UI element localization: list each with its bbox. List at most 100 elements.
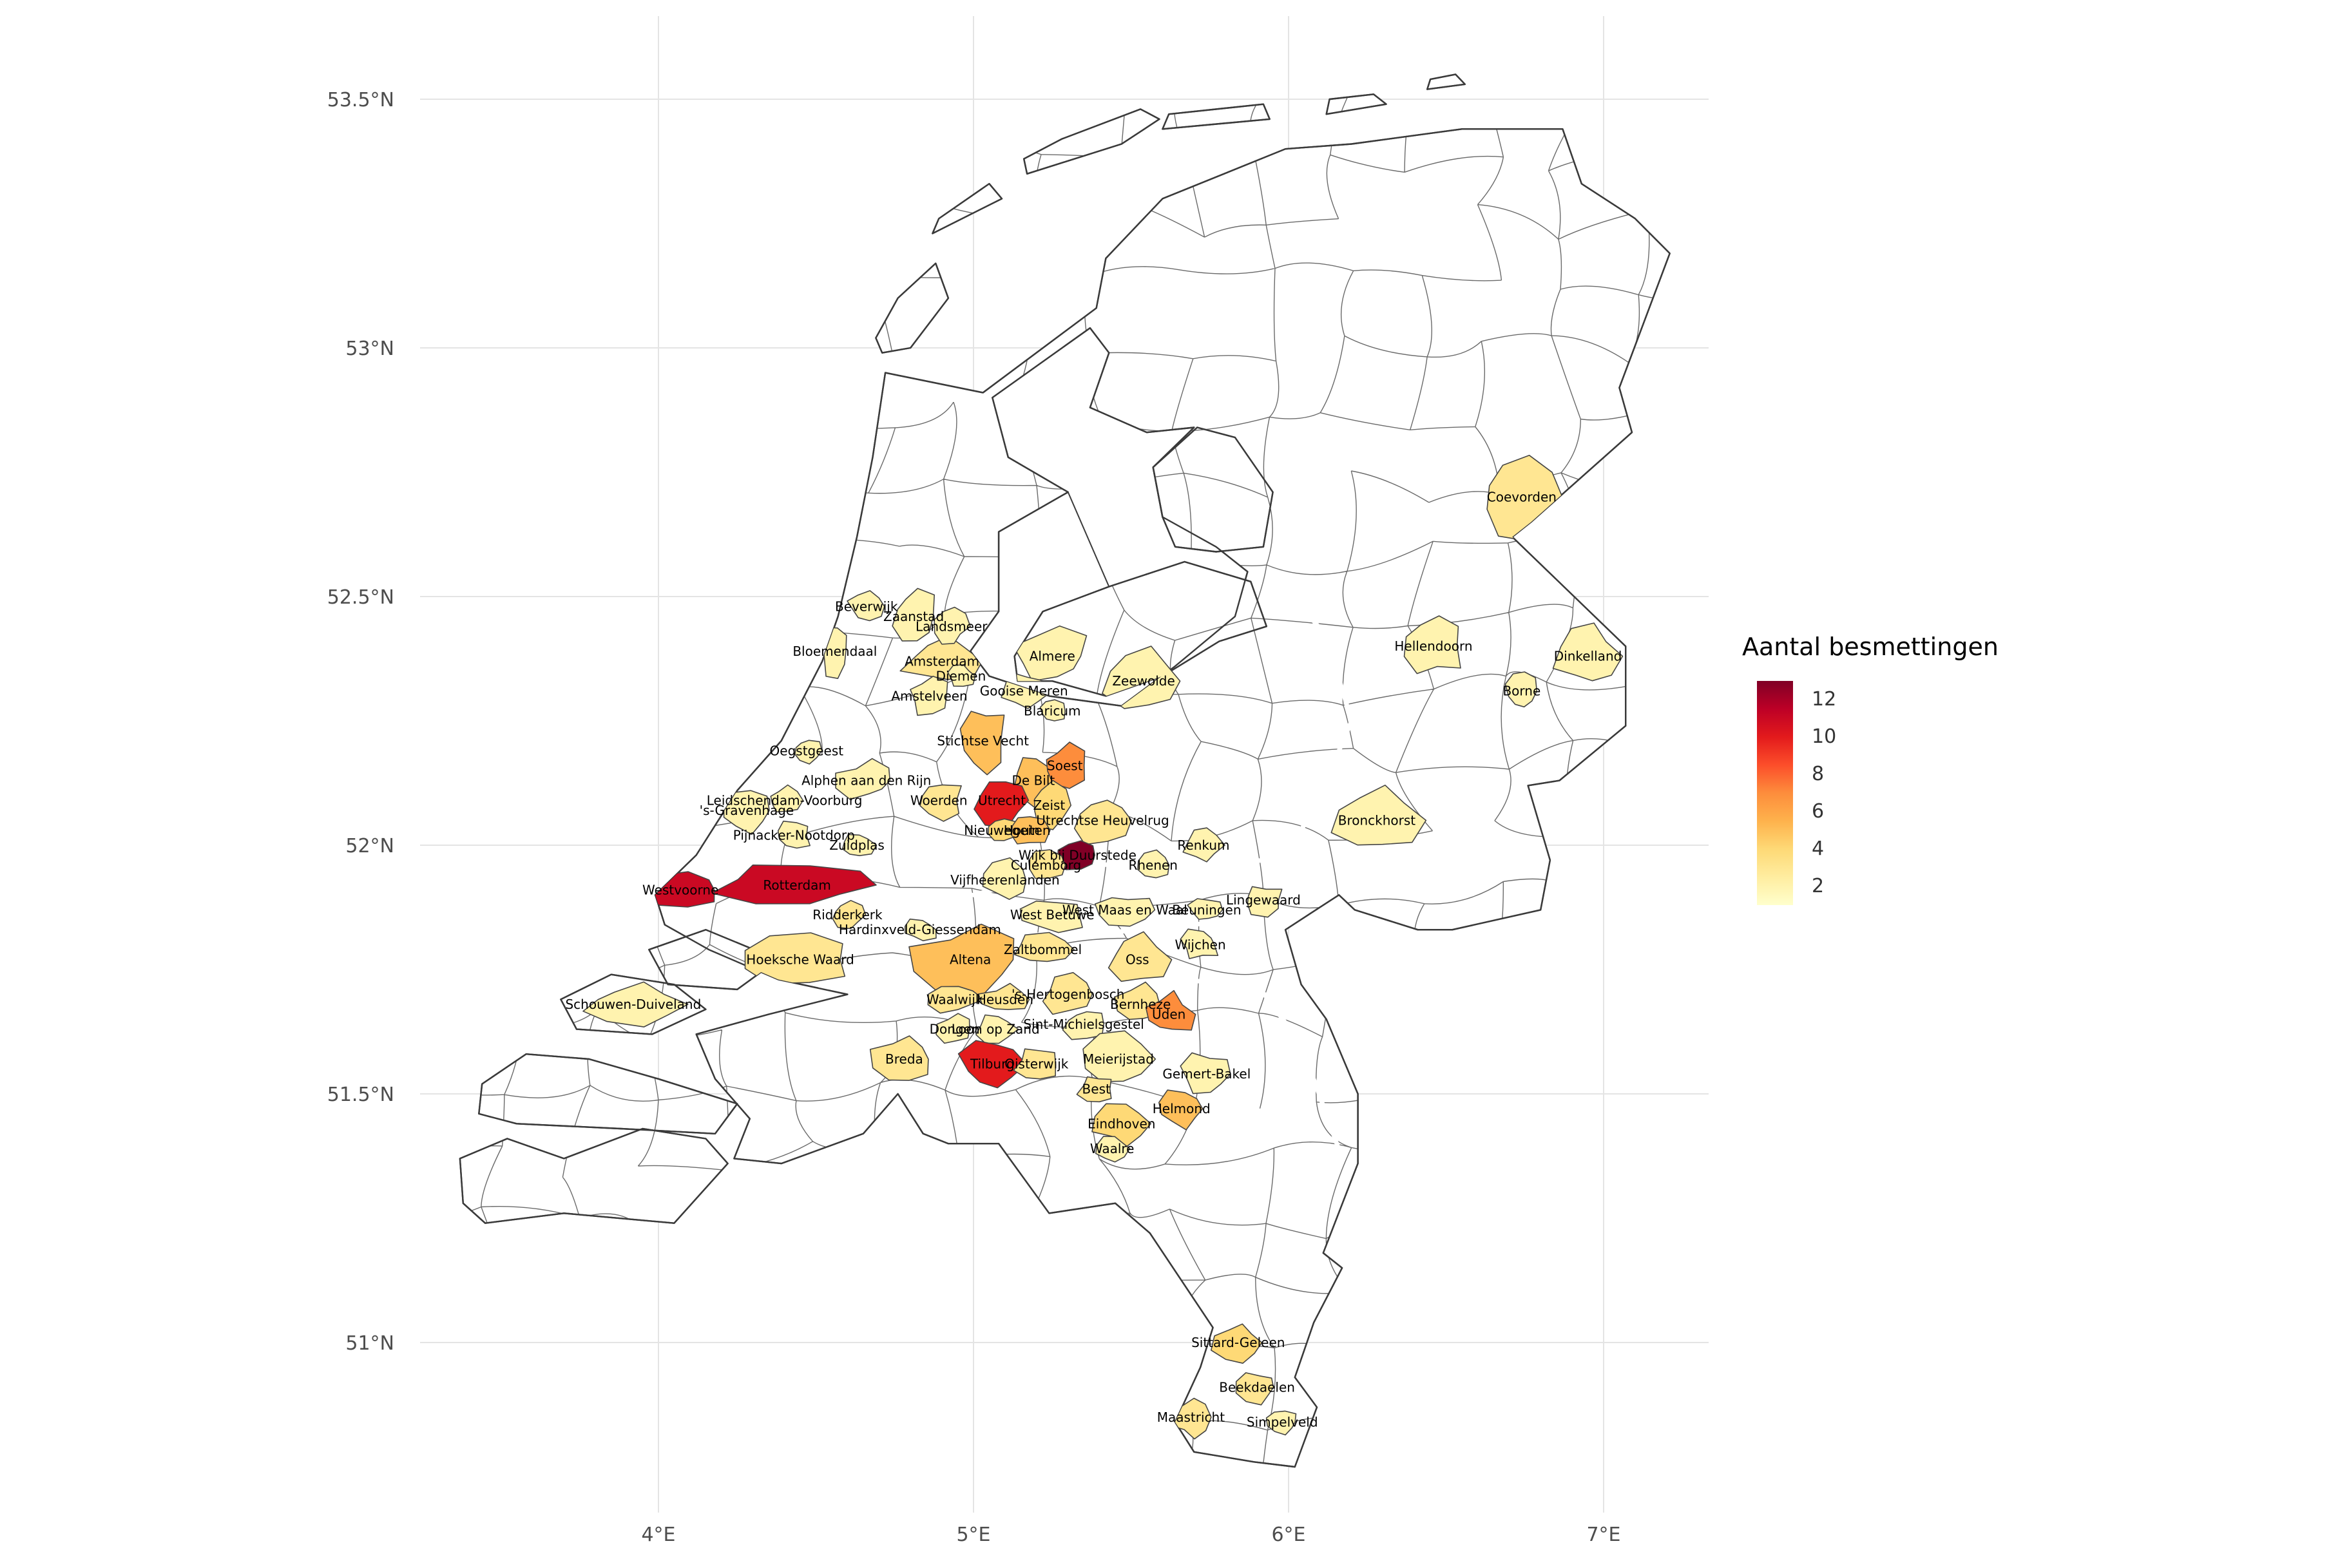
- municipality-shape: [1028, 849, 1066, 879]
- municipality-shape: [1235, 1372, 1274, 1406]
- municipality-shape: [1486, 455, 1563, 542]
- municipality-label: West Betuwe: [1010, 907, 1095, 923]
- municipality-label: Tilburg: [970, 1056, 1015, 1072]
- municipality-label: Wijk bij Duurstede: [1019, 847, 1137, 863]
- municipality-shape: [1169, 1397, 1212, 1440]
- municipality-shape: [977, 982, 1030, 1010]
- municipality-label: Waalre: [1090, 1141, 1135, 1156]
- municipality-label: Dongen: [930, 1022, 980, 1037]
- municipality-label: Leidschendam-Voorburg: [707, 793, 863, 808]
- municipality-label: Westvoorne: [642, 882, 718, 897]
- municipality-label: Zuidplas: [829, 837, 885, 853]
- municipality-label: Uden: [1152, 1006, 1185, 1022]
- municipality-shape: [1076, 1076, 1112, 1103]
- municipality-label: Alphen aan den Rijn: [801, 773, 931, 789]
- municipality-label: Beuningen: [1172, 902, 1241, 917]
- municipality-label: Zeist: [1033, 798, 1065, 813]
- y-axis-tick-label: 53°N: [345, 338, 394, 360]
- municipality-label: Hoeksche Waard: [746, 952, 854, 968]
- municipality-label: Rotterdam: [763, 877, 831, 893]
- municipality-label: 's-Gravenhage: [700, 803, 794, 818]
- municipality-label: Bloemendaal: [792, 644, 877, 659]
- municipality-label: Hardinxveld-Giessendam: [839, 922, 1001, 937]
- municipality-shape: [1013, 1048, 1057, 1080]
- municipality-shape: [847, 590, 885, 622]
- municipality-shape: [959, 711, 1005, 776]
- municipality-shape: [919, 784, 962, 822]
- municipality-shape: [1013, 625, 1088, 682]
- municipality-shape: [841, 834, 878, 856]
- municipality-label: Vijfheerenlanden: [950, 872, 1060, 888]
- municipality-shape: [1001, 671, 1053, 709]
- municipality-shape: [869, 1035, 929, 1081]
- municipality-shape: [1247, 886, 1283, 918]
- municipality-label: Beekdaelen: [1219, 1379, 1295, 1395]
- municipality-label: Bernheze: [1110, 997, 1171, 1012]
- municipality-shape: [777, 820, 811, 849]
- municipality-label: Stichtse Vecht: [937, 733, 1029, 749]
- municipality-shape: [1013, 932, 1075, 962]
- municipality-shape: [1094, 897, 1156, 927]
- municipality-label: Landsmeer: [916, 618, 988, 634]
- municipality-label: Rhenen: [1128, 857, 1178, 873]
- municipality-shape: [640, 871, 715, 908]
- municipality-shape: [988, 818, 1017, 841]
- municipality-label: De Bilt: [1012, 773, 1055, 789]
- municipality-shape: [908, 923, 1015, 997]
- island-3: [1162, 103, 1271, 130]
- municipality-label: Blaricum: [1024, 703, 1080, 719]
- municipality-label: Best: [1082, 1081, 1111, 1096]
- municipality-shape: [744, 932, 846, 984]
- municipality-shape: [1062, 1011, 1104, 1040]
- municipality-label: Sittard-Geleen: [1191, 1335, 1285, 1350]
- municipality-shape: [1019, 900, 1083, 933]
- municipality-shape: [1095, 1136, 1131, 1163]
- municipality-label: Amsterdam: [905, 653, 979, 669]
- municipality-shape: [892, 588, 935, 642]
- municipality-shape: [835, 758, 891, 800]
- municipality-shape: [1330, 785, 1427, 846]
- municipality-label: Dinkelland: [1554, 649, 1622, 664]
- municipality-label: Eindhoven: [1088, 1116, 1155, 1131]
- municipality-label: Amstelveen: [891, 688, 967, 703]
- municipality-label: Schouwen-Duiveland: [565, 997, 701, 1012]
- x-axis-tick-label: 7°E: [1586, 1524, 1620, 1546]
- municipality-label: Beverwijk: [835, 598, 898, 614]
- municipality-label: Maastricht: [1157, 1410, 1225, 1425]
- municipality-shape: [1039, 699, 1066, 722]
- houtribdijk-dike: [1067, 492, 1110, 587]
- y-axis-tick-label: 53.5°N: [327, 89, 394, 111]
- municipality-shape: [723, 790, 770, 836]
- x-axis-tick-label: 6°E: [1271, 1524, 1305, 1546]
- municipality-shape: [1552, 622, 1624, 682]
- municipality-label: Breda: [885, 1051, 923, 1067]
- municipality-shape: [1187, 898, 1223, 920]
- municipality-shape: [982, 857, 1027, 900]
- municipality-shape: [927, 986, 984, 1014]
- municipality-label: West Maas en Waal: [1062, 902, 1187, 917]
- municipality-shape: [1011, 816, 1051, 845]
- municipality-label: Diemen: [936, 669, 986, 684]
- municipality-shape: [1091, 1103, 1151, 1147]
- municipality-shape: [1403, 615, 1461, 674]
- axis-labels: 53.5°N 53°N 52.5°N 52°N 51.5°N 51°N 4°E 5°E 6°E 7…: [327, 89, 1621, 1546]
- municipality-shape: [1158, 1089, 1204, 1131]
- municipality-shape: [1182, 827, 1225, 863]
- y-axis-tick-label: 52°N: [345, 835, 394, 857]
- municipality-label: Meierijstad: [1083, 1051, 1154, 1067]
- municipality-shape: [910, 675, 948, 716]
- municipality-label: Sint-Michielsgestel: [1023, 1017, 1144, 1032]
- municipality-label: Hellendoorn: [1394, 638, 1472, 654]
- municipality-label: Altena: [950, 952, 991, 968]
- municipality-label: Coevorden: [1487, 490, 1557, 505]
- municipality-shape: [582, 981, 689, 1028]
- x-axis-tick-label: 4°E: [641, 1524, 675, 1546]
- municipality-shape: [1180, 928, 1219, 959]
- municipality-label: Renkum: [1177, 837, 1229, 853]
- municipality-shape: [1042, 971, 1093, 1015]
- municipality-label: Waalwijk: [926, 991, 983, 1007]
- municipality-shape: [947, 664, 976, 687]
- municipality-label: Oegstgeest: [770, 743, 844, 758]
- municipality-label: Houten: [1004, 823, 1051, 838]
